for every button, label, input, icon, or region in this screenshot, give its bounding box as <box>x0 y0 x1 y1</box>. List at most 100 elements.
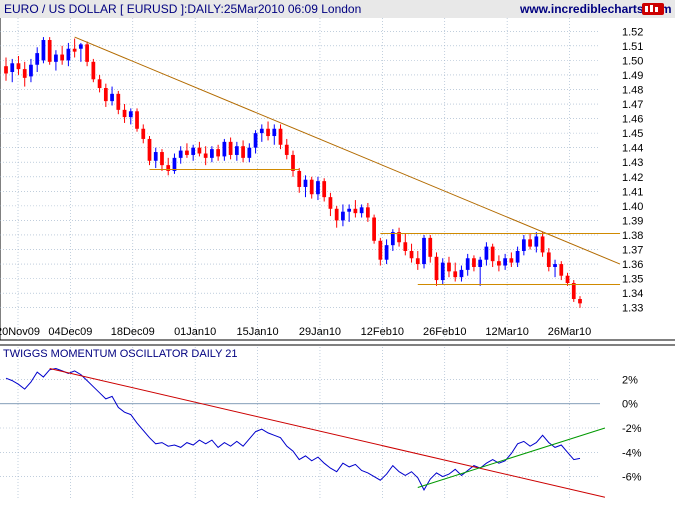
candle-body <box>128 111 133 118</box>
price-y-tick-label: 1.36 <box>622 259 643 271</box>
price-y-tick-label: 1.39 <box>622 215 643 227</box>
candle-body <box>66 48 71 61</box>
candle-body <box>534 236 539 247</box>
candle-body <box>303 179 308 187</box>
candle-body <box>334 208 339 221</box>
candle-body <box>309 179 314 195</box>
oscillator-trendlines <box>49 368 606 498</box>
price-y-tick-label: 1.49 <box>622 70 643 82</box>
candle-body <box>347 208 352 212</box>
price-y-tick-label: 1.37 <box>622 245 643 257</box>
candle-body <box>22 69 27 78</box>
candle-body <box>135 111 139 129</box>
candle-body <box>341 211 345 221</box>
candle-body <box>29 64 33 77</box>
candle-body <box>72 48 77 52</box>
candle-body <box>428 237 433 257</box>
oscillator-grid <box>0 379 600 477</box>
candle-body <box>35 53 40 65</box>
candle-body <box>259 128 264 134</box>
candle-body <box>210 149 214 158</box>
candle-body <box>372 217 376 241</box>
price-x-tick-label: 12Mar10 <box>485 326 528 338</box>
candle-body <box>141 128 146 139</box>
candle-body <box>565 275 570 283</box>
candle-body <box>409 250 414 259</box>
candle-body <box>16 63 21 70</box>
candle-body <box>459 269 464 278</box>
candle-body <box>316 181 320 195</box>
candle-body <box>453 271 458 278</box>
candle-body <box>540 236 545 253</box>
price-x-tick-label: 20Nov09 <box>0 326 40 338</box>
price-y-tick-label: 1.35 <box>622 274 643 286</box>
price-x-tick-label: 26Feb10 <box>423 326 466 338</box>
price-y-tick-label: 1.50 <box>622 55 643 67</box>
candle-body <box>484 246 489 260</box>
candle-body <box>222 141 227 157</box>
candle-body <box>353 208 358 214</box>
price-x-tick-label: 15Jan10 <box>236 326 278 338</box>
candle-body <box>103 88 108 102</box>
candle-body <box>160 152 164 166</box>
candle-body <box>266 128 270 137</box>
oscillator-y-axis: 2% 0% -2% -4% -6% <box>622 374 642 483</box>
candle-body <box>390 232 395 246</box>
candle-body <box>509 258 514 263</box>
price-y-tick-label: 1.47 <box>622 99 643 111</box>
candle-body <box>365 207 370 218</box>
oscillator-up-trendline <box>417 427 606 488</box>
candle-body <box>253 133 258 148</box>
candle-body <box>528 239 532 247</box>
price-y-tick-label: 1.51 <box>622 41 643 53</box>
candle-body <box>153 152 158 161</box>
candle-body <box>515 250 520 263</box>
candle-body <box>216 149 221 157</box>
price-y-tick-label: 1.46 <box>622 114 643 126</box>
oscillator-y-tick-label: 0% <box>622 399 638 411</box>
candle-body <box>272 128 277 137</box>
candle-body <box>503 258 508 266</box>
oscillator-y-tick-label: 2% <box>622 374 638 386</box>
price-y-tick-label: 1.41 <box>622 186 643 198</box>
candle-body <box>440 262 445 281</box>
candle-body <box>91 61 96 80</box>
price-grid <box>0 18 600 498</box>
candle-body <box>497 261 501 266</box>
candle-body <box>284 144 289 155</box>
price-x-tick-label: 01Jan10 <box>174 326 216 338</box>
header-bar <box>0 0 675 18</box>
candle-body <box>359 207 364 214</box>
candle-body <box>553 264 557 267</box>
candle-body <box>185 150 189 155</box>
oscillator-y-tick-label: -6% <box>622 472 642 484</box>
site-logo-icon <box>642 3 664 15</box>
candle-body <box>415 258 420 265</box>
candle-body <box>397 232 401 243</box>
price-x-tick-label: 18Dec09 <box>111 326 155 338</box>
candle-body <box>78 44 83 49</box>
candle-body <box>447 262 451 272</box>
candle-body <box>291 154 295 171</box>
price-y-tick-label: 1.44 <box>622 143 643 155</box>
oscillator-y-tick-label: -4% <box>622 447 642 459</box>
price-x-tick-label: 12Feb10 <box>361 326 404 338</box>
candle-body <box>234 146 239 155</box>
candle-body <box>478 259 483 267</box>
price-y-tick-label: 1.43 <box>622 157 643 169</box>
candle-body <box>559 264 564 276</box>
site-link[interactable]: www.incrediblecharts.com <box>519 2 672 16</box>
price-y-tick-label: 1.34 <box>622 288 643 300</box>
candle-body <box>85 44 89 62</box>
price-y-tick-label: 1.45 <box>622 128 643 140</box>
candle-body <box>172 157 177 171</box>
candle-body <box>110 93 114 102</box>
oscillator-line <box>5 367 581 491</box>
candle-body <box>147 138 152 161</box>
candle-body <box>166 165 171 171</box>
price-x-tick-label: 29Jan10 <box>299 326 341 338</box>
candle-body <box>490 246 495 262</box>
candle-body <box>60 54 65 61</box>
candle-body <box>278 128 283 145</box>
candle-body <box>247 147 252 158</box>
